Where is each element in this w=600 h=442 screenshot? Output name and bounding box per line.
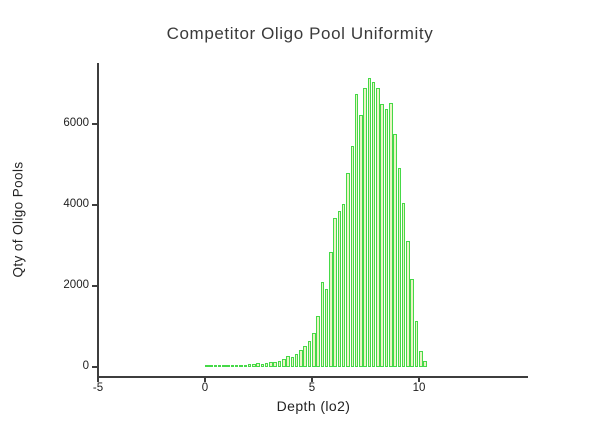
histogram-bar (239, 364, 243, 367)
histogram-bar (423, 360, 427, 367)
y-tick-label: 0 (82, 360, 89, 372)
histogram-bar (376, 87, 380, 367)
histogram-bar (406, 240, 410, 367)
x-tick-label: 0 (201, 382, 209, 394)
histogram-bar (264, 362, 269, 367)
x-tick-label: 10 (412, 382, 426, 394)
histogram-bar (419, 350, 423, 367)
histogram-bar (226, 365, 230, 367)
histogram-bar (380, 104, 384, 367)
histogram-bar (312, 333, 316, 367)
histogram-bar (384, 109, 389, 367)
histogram-bar (389, 102, 393, 367)
x-tick-mark (97, 378, 99, 382)
y-axis-label: Qty of Oligo Pools (10, 161, 26, 278)
y-axis-spine (97, 63, 99, 377)
histogram-bar (256, 363, 260, 367)
histogram-bar (350, 145, 355, 367)
histogram-bar (410, 278, 414, 367)
histogram-bar (282, 359, 286, 367)
x-axis-spine (97, 376, 528, 378)
histogram-bar (213, 365, 218, 367)
histogram-bar (299, 350, 303, 367)
x-axis-label: Depth (lo2) (276, 398, 351, 414)
histogram-bar (393, 133, 397, 367)
histogram-bar (277, 360, 282, 367)
histogram-bar (346, 172, 350, 367)
histogram-bar (316, 315, 320, 367)
histogram-bar (273, 361, 277, 367)
y-tick-mark (92, 285, 97, 287)
histogram-bar (243, 364, 248, 367)
histogram-bar (290, 357, 295, 367)
histogram-bar (269, 362, 273, 367)
histogram-bar (337, 210, 342, 367)
y-tick-label: 4000 (63, 198, 89, 210)
histogram-bar (294, 354, 299, 367)
histogram-bar (303, 345, 307, 367)
histogram-bar (209, 365, 213, 367)
histogram-bar (401, 202, 406, 367)
histogram-bar (354, 94, 359, 367)
histogram-bar (222, 365, 226, 367)
histogram-bar (324, 288, 329, 367)
chart-title: Competitor Oligo Pool Uniformity (166, 24, 434, 43)
histogram-bar (230, 364, 235, 367)
histogram-bar (367, 78, 372, 367)
histogram-bar (320, 282, 325, 367)
histogram-bar (397, 167, 402, 367)
histogram-bar (329, 252, 333, 367)
x-tick-mark (311, 378, 313, 382)
histogram-bar (205, 365, 209, 367)
y-tick-label: 2000 (63, 279, 89, 291)
x-tick-mark (418, 378, 420, 382)
y-tick-mark (92, 123, 97, 125)
y-tick-label: 6000 (63, 117, 89, 129)
histogram-bar (333, 217, 337, 367)
histogram-bar (247, 364, 252, 367)
histogram-bar (286, 355, 290, 367)
y-tick-mark (92, 366, 97, 368)
x-tick-label: -5 (92, 382, 104, 394)
histogram-bar (217, 365, 222, 367)
histogram-bar (359, 114, 363, 367)
histogram-bar (414, 320, 419, 367)
x-tick-label: 5 (308, 382, 316, 394)
x-tick-mark (204, 378, 206, 382)
histogram-bar (260, 363, 265, 367)
histogram-bar (371, 82, 376, 367)
histogram-bar (307, 340, 312, 367)
histogram-bar (234, 364, 239, 367)
histogram-bar (363, 88, 367, 367)
y-tick-mark (92, 204, 97, 206)
histogram-bar (341, 203, 346, 367)
histogram-bar (252, 363, 256, 367)
